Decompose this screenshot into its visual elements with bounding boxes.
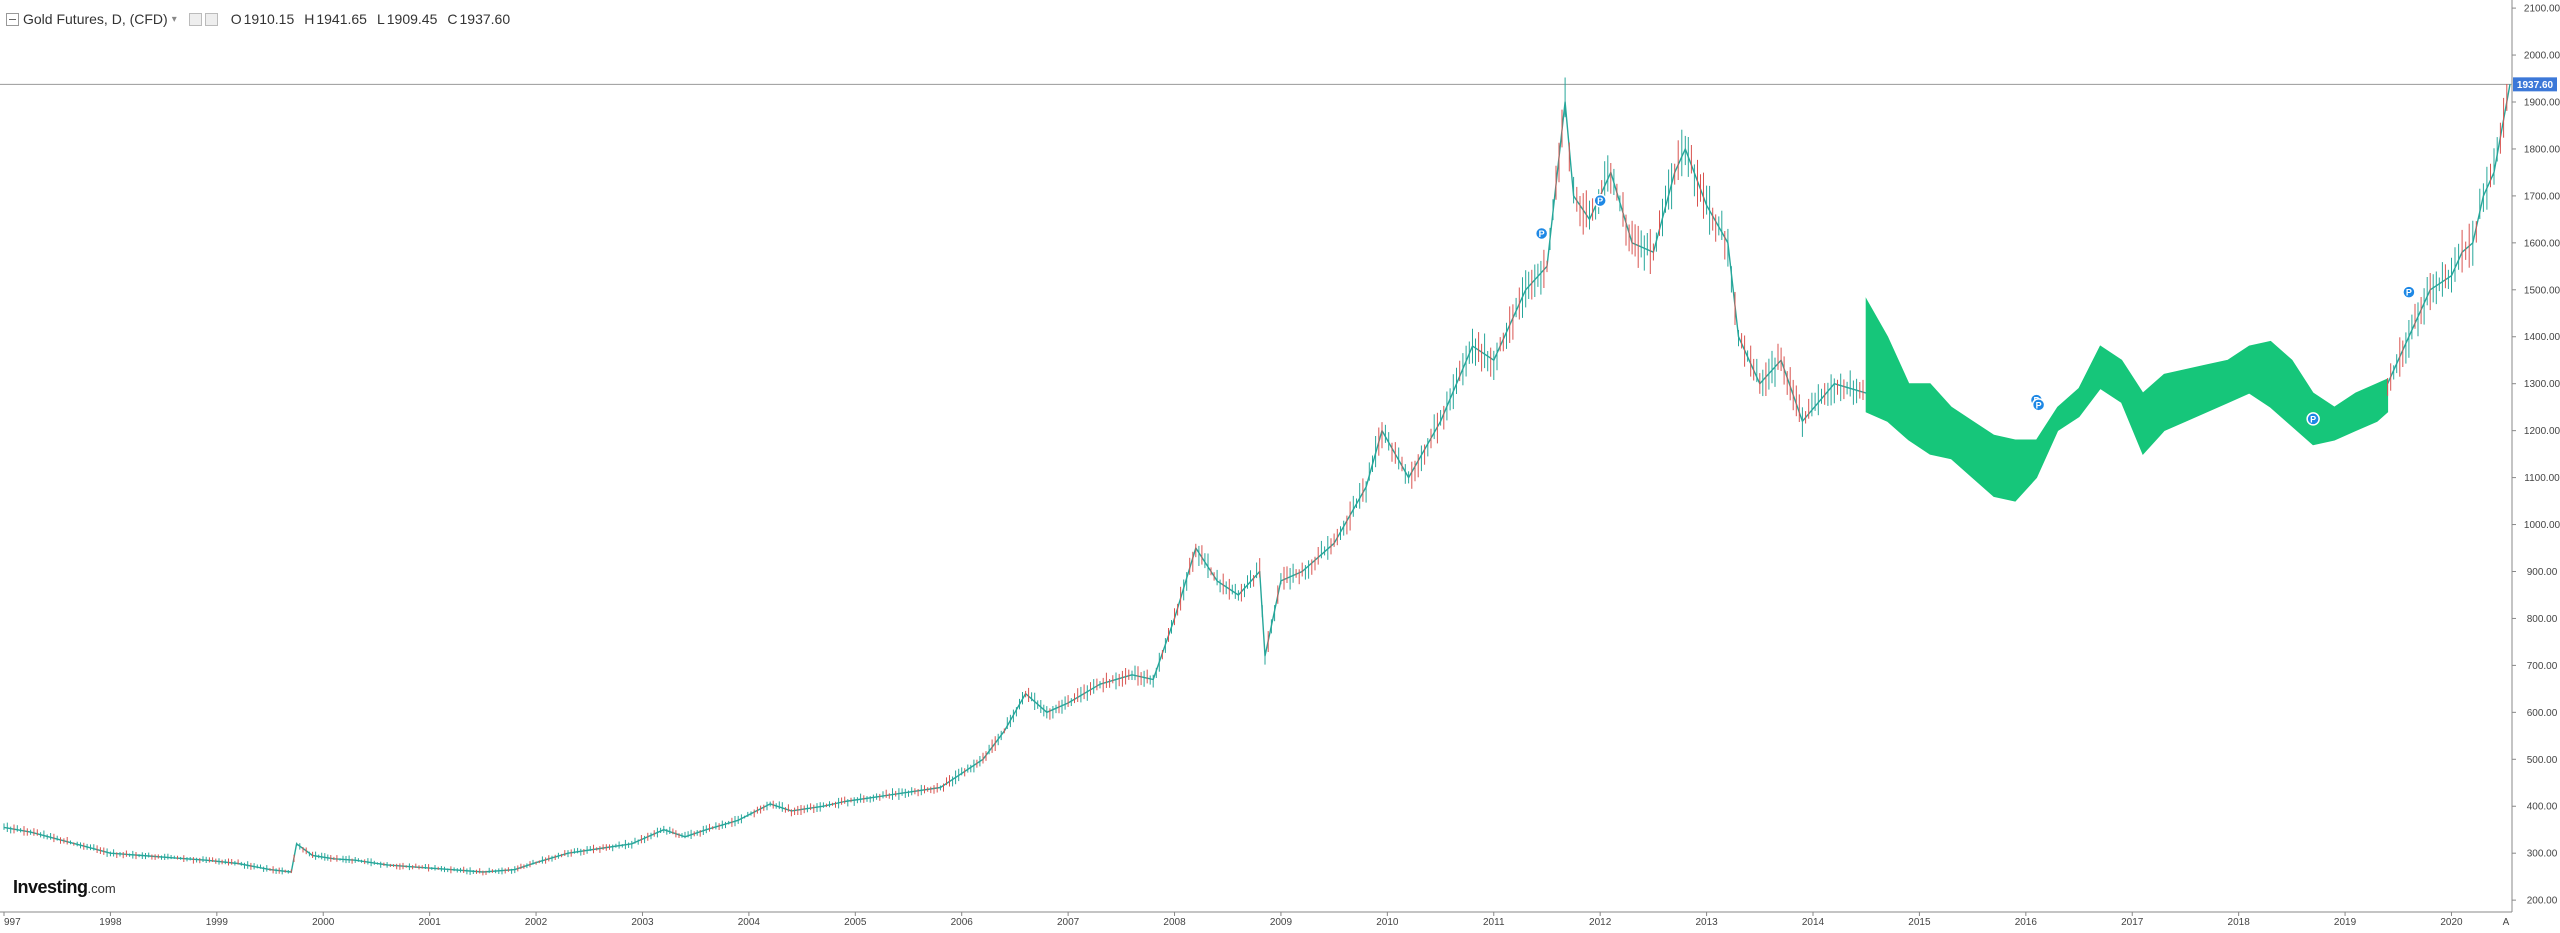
event-marker-label: P <box>2310 414 2316 424</box>
legend-high: H 1941.65 <box>304 11 367 27</box>
price-band <box>1865 297 2389 502</box>
x-tick-label-13: 2010 <box>1376 917 1399 928</box>
x-tick-label-1: 1998 <box>99 917 122 928</box>
x-tick-label-15: 2012 <box>1589 917 1612 928</box>
x-tick-label-17: 2014 <box>1802 917 1825 928</box>
y-tick-label-16: 1800.00 <box>2524 144 2560 155</box>
y-tick-label-19: 2100.00 <box>2524 4 2560 15</box>
x-tick-label-23: 2020 <box>2440 917 2463 928</box>
event-marker-label: P <box>2406 288 2412 298</box>
legend-symbol[interactable]: Gold Futures, D, (CFD) <box>23 11 168 27</box>
x-tick-label-8: 2005 <box>844 917 867 928</box>
price-line-0 <box>3 101 1867 873</box>
logo-brand: Investing <box>13 877 88 897</box>
price-series-1 <box>2386 84 2511 396</box>
x-tick-label-4: 2001 <box>419 917 442 928</box>
y-tick-label-2: 400.00 <box>2527 802 2558 813</box>
last-price-tag: 1937.60 <box>2513 77 2557 92</box>
legend-hide-icon[interactable] <box>204 12 218 26</box>
event-marker-1[interactable]: P <box>1593 193 1607 208</box>
x-tick-label-20: 2017 <box>2121 917 2144 928</box>
event-marker-circle[interactable] <box>1593 193 1607 208</box>
x-tick-label-19: 2016 <box>2015 917 2038 928</box>
y-tick-label-12: 1400.00 <box>2524 332 2560 343</box>
x-tick-label-18: 2015 <box>1908 917 1931 928</box>
event-marker-circle[interactable] <box>2306 412 2320 426</box>
x-tick-label-7: 2004 <box>738 917 761 928</box>
event-marker-circle[interactable] <box>1534 226 1549 241</box>
investing-logo: Investing .com <box>13 877 116 901</box>
x-tick-label-11: 2008 <box>1163 917 1186 928</box>
event-marker-label: P <box>1597 196 1603 206</box>
x-axis-end-label: A <box>2503 917 2510 928</box>
legend-collapse-icon[interactable] <box>6 12 19 26</box>
legend-open: O 1910.15 <box>230 11 295 27</box>
y-tick-label-11: 1300.00 <box>2524 379 2560 390</box>
price-series-0 <box>3 77 1867 876</box>
x-tick-label-12: 2009 <box>1270 917 1293 928</box>
event-marker-label: P <box>1539 229 1545 239</box>
logo-tld: .com <box>87 881 116 896</box>
y-tick-label-9: 1100.00 <box>2524 473 2560 484</box>
event-marker-circle[interactable] <box>2402 285 2416 299</box>
x-tick-label-0: 997 <box>4 917 21 928</box>
y-tick-label-0: 200.00 <box>2527 896 2558 907</box>
event-marker-5[interactable]: P <box>2402 285 2416 299</box>
event-marker-0[interactable]: P <box>1534 226 1549 241</box>
y-tick-label-13: 1500.00 <box>2524 285 2560 296</box>
event-marker-label: P <box>2036 400 2042 410</box>
event-marker-circle[interactable] <box>2031 398 2046 412</box>
legend-low: L 1909.45 <box>376 11 438 27</box>
x-tick-label-22: 2019 <box>2334 917 2357 928</box>
x-tick-label-14: 2011 <box>1483 917 1505 928</box>
y-tick-label-8: 1000.00 <box>2524 520 2560 531</box>
y-tick-label-18: 2000.00 <box>2524 51 2560 62</box>
y-tick-label-5: 700.00 <box>2527 661 2558 672</box>
x-tick-label-10: 2007 <box>1057 917 1080 928</box>
x-tick-label-16: 2013 <box>1695 917 1718 928</box>
chart-legend: Gold Futures, D, (CFD) ▾ O 1910.15 H 1941.… <box>6 9 510 29</box>
x-tick-label-9: 2006 <box>951 917 974 928</box>
y-tick-label-4: 600.00 <box>2527 708 2558 719</box>
event-marker-3[interactable]: P <box>2031 398 2046 412</box>
y-tick-label-6: 800.00 <box>2527 614 2558 625</box>
legend-dropdown-icon[interactable]: ▾ <box>171 13 177 25</box>
last-price-tag-bg <box>2513 77 2557 92</box>
y-tick-label-14: 1600.00 <box>2524 238 2560 249</box>
x-tick-label-2: 1999 <box>206 917 229 928</box>
legend-settings-icon[interactable] <box>188 12 202 26</box>
y-tick-label-17: 1900.00 <box>2524 98 2560 109</box>
y-tick-label-7: 900.00 <box>2527 567 2558 578</box>
x-tick-label-21: 2018 <box>2228 917 2251 928</box>
x-tick-label-5: 2002 <box>525 917 548 928</box>
y-tick-label-1: 300.00 <box>2527 849 2558 860</box>
x-tick-label-3: 2000 <box>312 917 335 928</box>
event-marker-4[interactable]: P <box>2306 412 2320 426</box>
y-tick-label-15: 1700.00 <box>2524 191 2560 202</box>
x-tick-label-6: 2003 <box>631 917 654 928</box>
y-tick-label-3: 500.00 <box>2527 755 2558 766</box>
y-tick-label-10: 1200.00 <box>2524 426 2560 437</box>
last-price-tag-label: 1937.60 <box>2517 80 2554 91</box>
legend-close: C 1937.60 <box>447 11 511 27</box>
